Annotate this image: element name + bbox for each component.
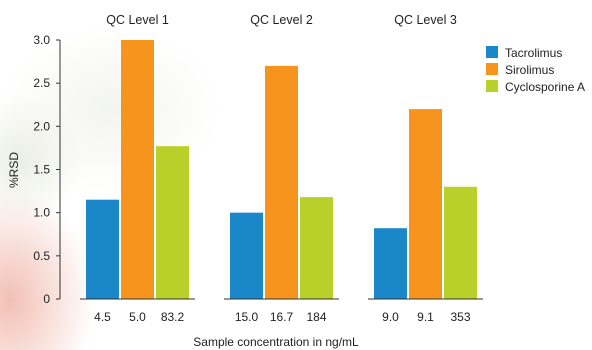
group-labels: QC Level 1 QC Level 2 QC Level 3 <box>106 13 457 27</box>
bar-cyclosporine-a <box>156 146 189 299</box>
y-tick-label: 0.5 <box>33 249 50 263</box>
bar-tacrolimus <box>374 228 407 299</box>
concentration-label: 83.2 <box>161 310 185 324</box>
bar-tacrolimus <box>230 212 263 299</box>
bar-tacrolimus <box>86 199 119 299</box>
bar-cyclosporine-a <box>444 186 477 299</box>
legend-label: Sirolimus <box>505 63 554 77</box>
category-labels: 4.5 5.0 83.2 15.0 16.7 184 9.0 9.1 353 <box>94 310 471 324</box>
legend-label: Tacrolimus <box>505 46 562 60</box>
legend-swatch <box>486 46 498 58</box>
concentration-label: 9.1 <box>417 310 434 324</box>
bar-sirolimus <box>121 40 154 299</box>
legend-label: Cyclosporine A <box>505 80 585 94</box>
y-tick-label: 1.0 <box>33 206 50 220</box>
y-axis-title: %RSD <box>7 152 21 188</box>
group-label: QC Level 1 <box>106 13 169 27</box>
y-tick-label: 0 <box>43 292 50 306</box>
concentration-label: 184 <box>306 310 326 324</box>
concentration-label: 16.7 <box>270 310 294 324</box>
concentration-label: 353 <box>450 310 470 324</box>
concentration-label: 15.0 <box>235 310 259 324</box>
y-tick-label: 2.5 <box>33 76 50 90</box>
group-label: QC Level 2 <box>250 13 313 27</box>
y-axis-ticks: 0 0.5 1.0 1.5 2.0 2.5 3.0 <box>33 33 60 306</box>
bar-sirolimus <box>265 65 298 300</box>
legend: Tacrolimus Sirolimus Cyclosporine A <box>486 46 585 94</box>
y-tick-label: 1.5 <box>33 163 50 177</box>
bars <box>86 40 477 300</box>
concentration-label: 9.0 <box>382 310 399 324</box>
group-label: QC Level 3 <box>394 13 457 27</box>
concentration-label: 4.5 <box>94 310 111 324</box>
legend-swatch <box>486 63 498 75</box>
x-axis-title: Sample concentration in ng/mL <box>193 335 359 349</box>
y-tick-label: 3.0 <box>33 33 50 47</box>
bar-sirolimus <box>409 109 442 299</box>
concentration-label: 5.0 <box>129 310 146 324</box>
y-tick-label: 2.0 <box>33 119 50 133</box>
legend-swatch <box>486 80 498 92</box>
bar-cyclosporine-a <box>300 197 333 299</box>
